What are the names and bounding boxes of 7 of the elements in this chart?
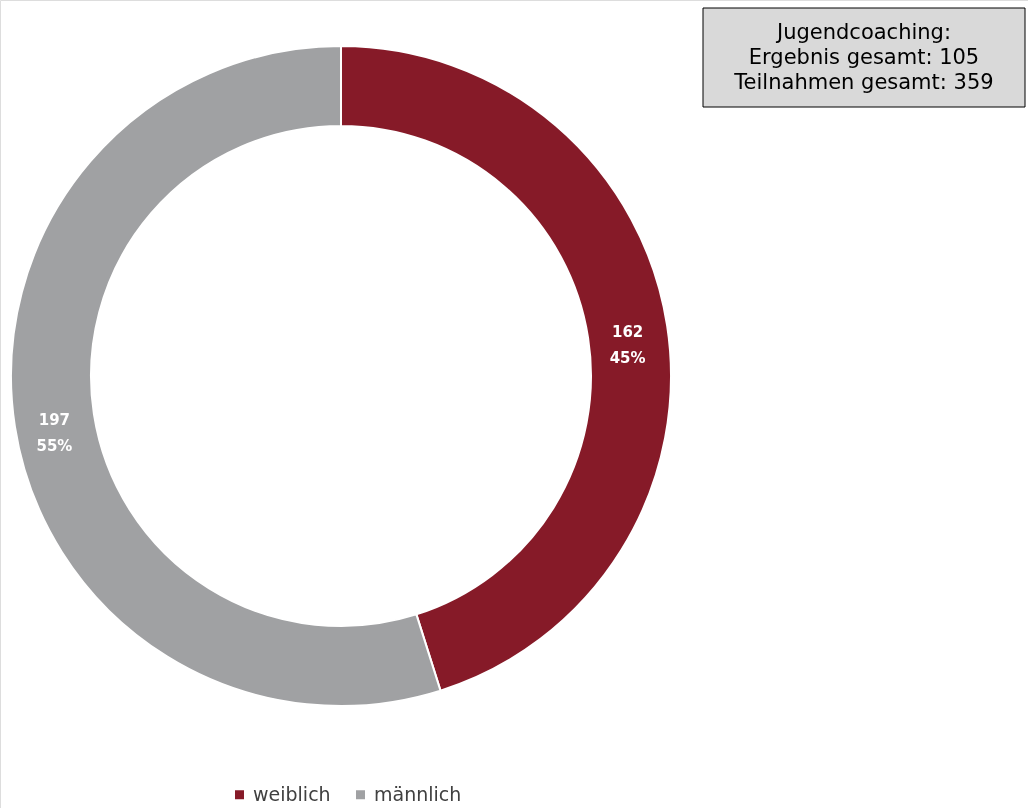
data-label: 197 55% xyxy=(36,411,73,456)
text: Jugendcoaching: xyxy=(774,20,952,44)
legend-label: weiblich xyxy=(253,782,331,805)
legend-label: männlich xyxy=(374,782,462,805)
text: Teilnahmen gesamt: 359 xyxy=(733,70,994,94)
data-label: 162 45% xyxy=(609,322,646,367)
text: Ergebnis gesamt: 105 xyxy=(748,45,980,69)
